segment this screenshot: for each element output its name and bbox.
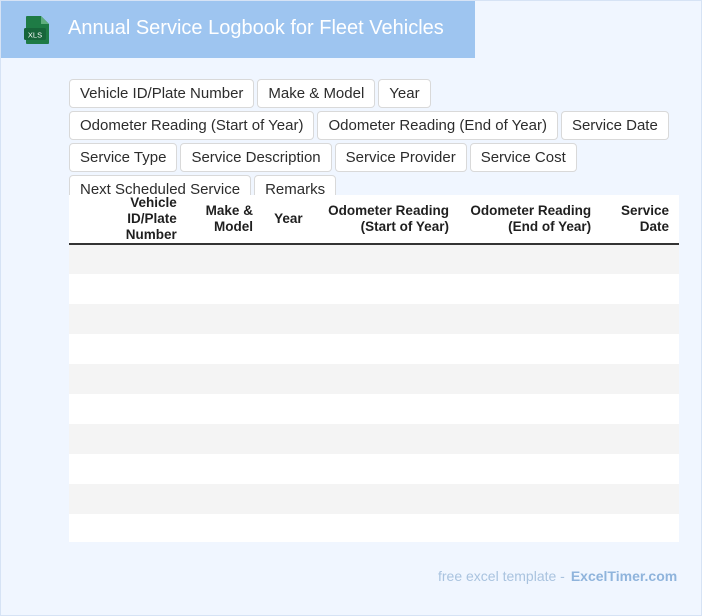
- table-cell[interactable]: [262, 364, 313, 394]
- table-cell[interactable]: [186, 514, 263, 542]
- field-chip[interactable]: Service Cost: [469, 143, 577, 172]
- log-table-container: Vehicle ID/Plate Number Make & Model Year O…: [69, 195, 679, 542]
- table-row: [69, 484, 679, 514]
- footer-credit: free excel template - ExcelTimer.com: [438, 568, 677, 584]
- field-chip-list: Vehicle ID/Plate Number Make & Model Year O…: [69, 79, 679, 204]
- column-header: Odometer Reading (End of Year): [458, 195, 602, 245]
- table-cell[interactable]: [262, 394, 313, 424]
- table-cell[interactable]: [601, 364, 679, 394]
- table-cell[interactable]: [69, 304, 187, 334]
- table-header-row: Vehicle ID/Plate Number Make & Model Year O…: [69, 195, 679, 245]
- table-cell[interactable]: [458, 274, 602, 304]
- table-cell[interactable]: [69, 394, 187, 424]
- field-chip[interactable]: Make & Model: [257, 79, 376, 108]
- table-row: [69, 364, 679, 394]
- table-cell[interactable]: [312, 394, 459, 424]
- table-cell[interactable]: [601, 274, 679, 304]
- table-cell[interactable]: [458, 514, 602, 542]
- field-chip[interactable]: Vehicle ID/Plate Number: [69, 79, 255, 108]
- table-cell[interactable]: [458, 484, 602, 514]
- table-cell[interactable]: [262, 454, 313, 484]
- table-cell[interactable]: [601, 394, 679, 424]
- field-chip[interactable]: Odometer Reading (End of Year): [317, 111, 558, 140]
- table-cell[interactable]: [262, 274, 313, 304]
- table-cell[interactable]: [69, 274, 187, 304]
- field-chip[interactable]: Service Type: [69, 143, 178, 172]
- field-chip[interactable]: Odometer Reading (Start of Year): [69, 111, 315, 140]
- table-cell[interactable]: [601, 424, 679, 454]
- table-cell[interactable]: [262, 304, 313, 334]
- table-cell[interactable]: [312, 484, 459, 514]
- table-cell[interactable]: [186, 454, 263, 484]
- xls-icon-label: XLS: [28, 31, 42, 40]
- table-cell[interactable]: [262, 244, 313, 274]
- column-header: Make & Model: [186, 195, 263, 245]
- table-cell[interactable]: [601, 244, 679, 274]
- column-header: Odometer Reading (Start of Year): [312, 195, 459, 245]
- table-cell[interactable]: [601, 454, 679, 484]
- table-cell[interactable]: [458, 394, 602, 424]
- table-row: [69, 334, 679, 364]
- table-cell[interactable]: [312, 304, 459, 334]
- table-row: [69, 424, 679, 454]
- table-cell[interactable]: [312, 244, 459, 274]
- table-cell[interactable]: [262, 334, 313, 364]
- table-cell[interactable]: [186, 334, 263, 364]
- page-title: Annual Service Logbook for Fleet Vehicle…: [68, 17, 444, 39]
- field-chip[interactable]: Service Description: [180, 143, 332, 172]
- table-row: [69, 514, 679, 542]
- field-chip[interactable]: Year: [378, 79, 431, 108]
- table-cell[interactable]: [312, 334, 459, 364]
- table-row: [69, 454, 679, 484]
- table-cell[interactable]: [601, 334, 679, 364]
- table-cell[interactable]: [262, 514, 313, 542]
- table-cell[interactable]: [601, 484, 679, 514]
- table-cell[interactable]: [312, 454, 459, 484]
- table-row: [69, 244, 679, 274]
- table-cell[interactable]: [601, 514, 679, 542]
- table-row: [69, 304, 679, 334]
- table-cell[interactable]: [262, 484, 313, 514]
- column-header: Vehicle ID/Plate Number: [69, 195, 187, 245]
- table-cell[interactable]: [186, 244, 263, 274]
- table-body: [69, 244, 679, 542]
- table-cell[interactable]: [312, 274, 459, 304]
- table-cell[interactable]: [186, 364, 263, 394]
- xls-file-icon: XLS: [24, 16, 49, 44]
- table-cell[interactable]: [458, 364, 602, 394]
- table-cell[interactable]: [458, 424, 602, 454]
- table-cell[interactable]: [69, 514, 187, 542]
- table-cell[interactable]: [458, 334, 602, 364]
- table-cell[interactable]: [69, 454, 187, 484]
- table-cell[interactable]: [186, 394, 263, 424]
- table-cell[interactable]: [186, 274, 263, 304]
- table-row: [69, 394, 679, 424]
- table-cell[interactable]: [69, 364, 187, 394]
- title-banner: XLS Annual Service Logbook for Fleet Veh…: [1, 1, 475, 58]
- table-cell[interactable]: [186, 304, 263, 334]
- table-cell[interactable]: [69, 244, 187, 274]
- table-cell[interactable]: [69, 334, 187, 364]
- table-cell[interactable]: [458, 304, 602, 334]
- table-cell[interactable]: [186, 424, 263, 454]
- footer-text: free excel template -: [438, 568, 565, 584]
- table-cell[interactable]: [458, 454, 602, 484]
- column-header: Service Date: [601, 195, 679, 245]
- field-chip[interactable]: Service Date: [560, 111, 669, 140]
- table-cell[interactable]: [262, 424, 313, 454]
- footer-brand-link[interactable]: ExcelTimer.com: [570, 568, 678, 584]
- table-cell[interactable]: [69, 484, 187, 514]
- table-cell[interactable]: [601, 304, 679, 334]
- table-cell[interactable]: [186, 484, 263, 514]
- table-cell[interactable]: [312, 364, 459, 394]
- table-cell[interactable]: [312, 514, 459, 542]
- column-header: Year: [262, 195, 313, 245]
- table-cell[interactable]: [458, 244, 602, 274]
- table-cell[interactable]: [312, 424, 459, 454]
- table-row: [69, 274, 679, 304]
- table-cell[interactable]: [69, 424, 187, 454]
- field-chip[interactable]: Service Provider: [334, 143, 467, 172]
- log-table: Vehicle ID/Plate Number Make & Model Year O…: [69, 195, 679, 542]
